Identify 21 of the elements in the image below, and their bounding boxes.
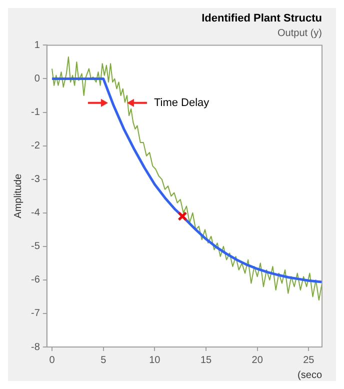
y-tick-label: -6 <box>30 274 40 286</box>
x-tick-label: 25 <box>303 354 315 366</box>
y-axis-title: Amplitude <box>12 173 24 218</box>
chart-title: Identified Plant Structu <box>202 12 322 25</box>
x-tick-label: 0 <box>49 354 56 366</box>
x-tick-label: 15 <box>200 354 212 366</box>
x-tick-label: 5 <box>100 354 107 366</box>
y-tick-label: -4 <box>30 208 40 219</box>
y-tick-label: -7 <box>30 308 40 320</box>
x-axis-title: (seco <box>298 370 322 381</box>
y-tick-label: -3 <box>30 174 40 186</box>
y-tick-label: -8 <box>30 342 40 353</box>
chart-subtitle: Output (y) <box>278 28 322 39</box>
y-tick-label: -5 <box>30 241 40 252</box>
annotation: Time Delay <box>154 96 210 109</box>
y-tick-label: -2 <box>30 140 40 152</box>
y-tick-label: 0 <box>34 73 40 84</box>
y-tick-label: 1 <box>34 40 40 51</box>
x-tick-label: 20 <box>252 354 264 366</box>
x-tick-label: 10 <box>149 354 161 366</box>
y-tick-label: -1 <box>30 107 40 118</box>
